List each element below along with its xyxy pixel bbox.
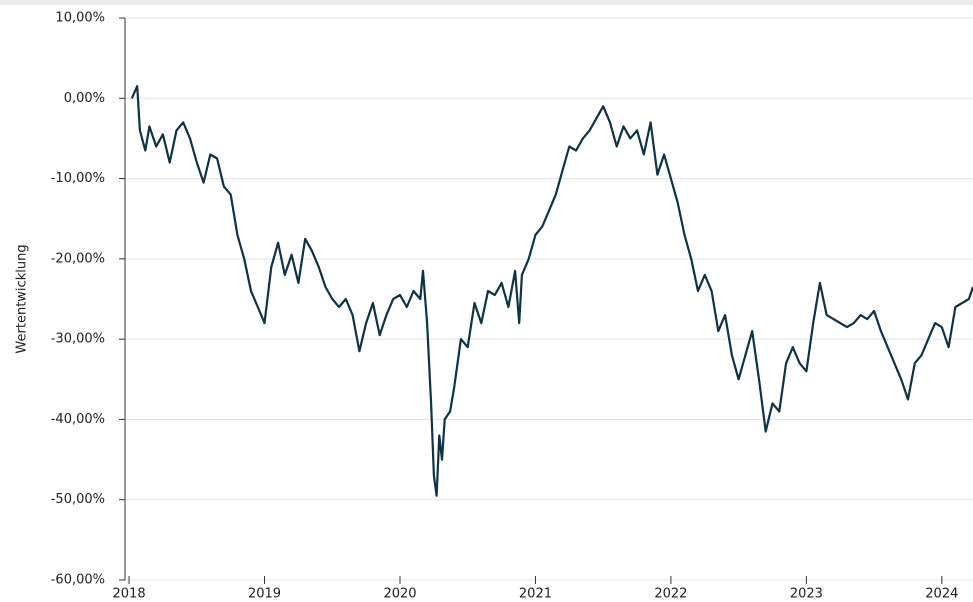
y-tick-label: -30,00% <box>51 332 105 347</box>
y-tick-label: 10,00% <box>55 11 105 26</box>
header-strip <box>0 0 973 5</box>
y-tick-label: -20,00% <box>51 251 105 266</box>
x-tick-label: 2018 <box>113 587 146 602</box>
x-tick-label: 2019 <box>248 587 281 602</box>
y-tick-label: 0,00% <box>64 91 105 106</box>
y-tick-label: -10,00% <box>51 171 105 186</box>
y-axis-label: Wertentwicklung <box>15 244 30 353</box>
y-tick-label: -60,00% <box>51 573 105 588</box>
x-tick-label: 2022 <box>654 587 687 602</box>
data-line <box>130 85 973 497</box>
y-tick-label: -50,00% <box>51 492 105 507</box>
x-tick-label: 2021 <box>519 587 552 602</box>
y-tick-label: -40,00% <box>51 412 105 427</box>
x-tick-label: 2020 <box>383 587 416 602</box>
x-tick-label: 2024 <box>925 587 958 602</box>
x-tick-label: 2023 <box>790 587 823 602</box>
